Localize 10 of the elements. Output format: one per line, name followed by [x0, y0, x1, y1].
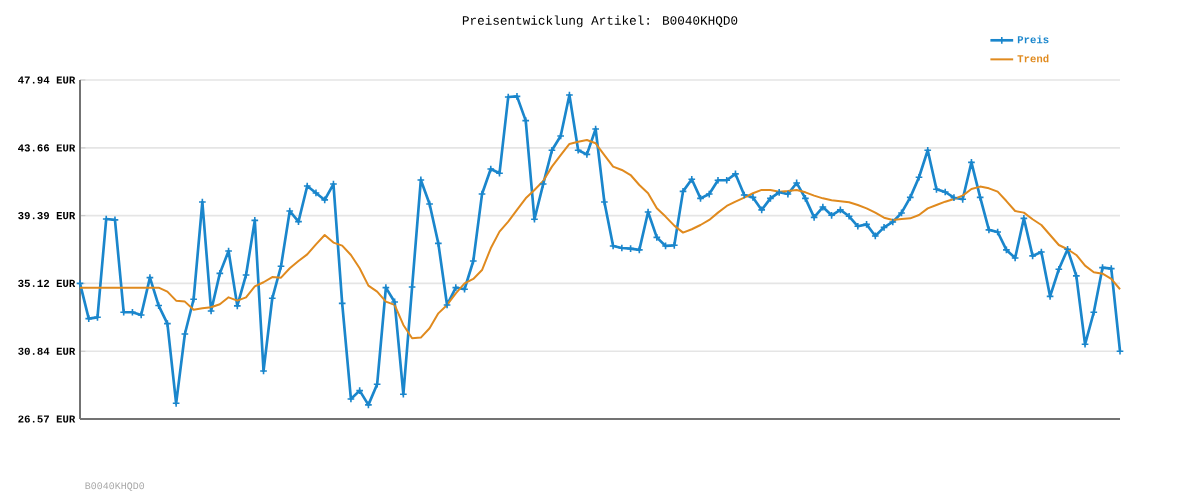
y-tick-label: 30.84 EUR [18, 347, 76, 355]
y-tick-label: 47.94 EUR [18, 76, 76, 84]
y-tick-label: 39.39 EUR [18, 212, 76, 220]
y-tick-label: 43.66 EUR [18, 144, 76, 152]
y-tick-label: 35.12 EUR [18, 279, 76, 287]
chart-title: Preisentwicklung Artikel: B0040KHQD0 [462, 15, 738, 28]
legend-label: Preis [1017, 35, 1049, 44]
text: B0040KHQD0 [85, 482, 145, 491]
y-tick-label: 26.57 EUR [18, 415, 76, 423]
legend-label: Trend [1017, 54, 1049, 63]
